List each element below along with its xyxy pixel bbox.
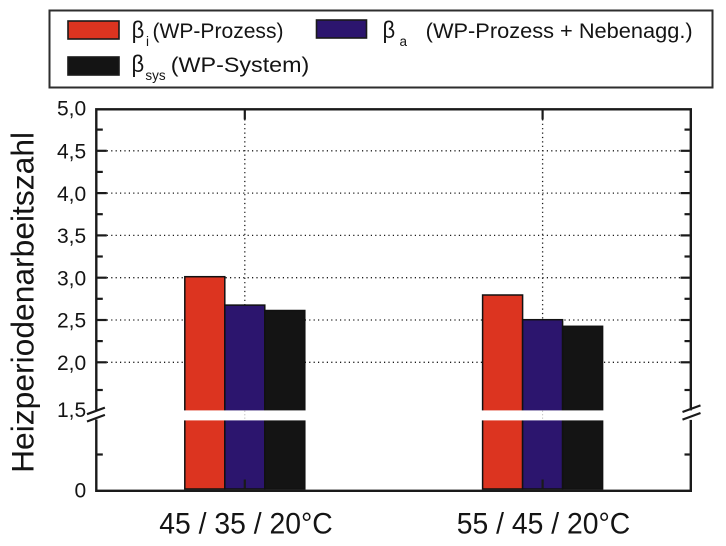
svg-text:(WP-System): (WP-System) — [171, 54, 309, 77]
svg-text:4,5: 4,5 — [57, 141, 86, 164]
svg-text:3,5: 3,5 — [57, 225, 86, 248]
svg-text:3,0: 3,0 — [57, 267, 86, 290]
svg-text:a: a — [400, 34, 408, 49]
svg-text:0: 0 — [75, 480, 87, 503]
svg-text:55 / 45 / 20°C: 55 / 45 / 20°C — [457, 509, 631, 541]
svg-text:i: i — [146, 34, 149, 49]
svg-text:Heizperiodenarbeitszahl: Heizperiodenarbeitszahl — [5, 132, 40, 473]
svg-text:2,5: 2,5 — [57, 310, 86, 333]
svg-text:β: β — [132, 16, 145, 43]
svg-text:β: β — [132, 50, 145, 77]
svg-text:(WP-Prozess): (WP-Prozess) — [153, 20, 284, 43]
svg-text:sys: sys — [145, 68, 166, 83]
svg-text:5,0: 5,0 — [57, 98, 86, 121]
svg-text:4,0: 4,0 — [57, 183, 86, 206]
svg-text:45 / 35 / 20°C: 45 / 35 / 20°C — [159, 509, 333, 541]
svg-text:2,0: 2,0 — [57, 352, 86, 375]
svg-text:β: β — [383, 16, 396, 43]
svg-text:(WP-Prozess + Nebenagg.): (WP-Prozess + Nebenagg.) — [426, 20, 693, 43]
svg-text:1,5: 1,5 — [57, 399, 86, 422]
